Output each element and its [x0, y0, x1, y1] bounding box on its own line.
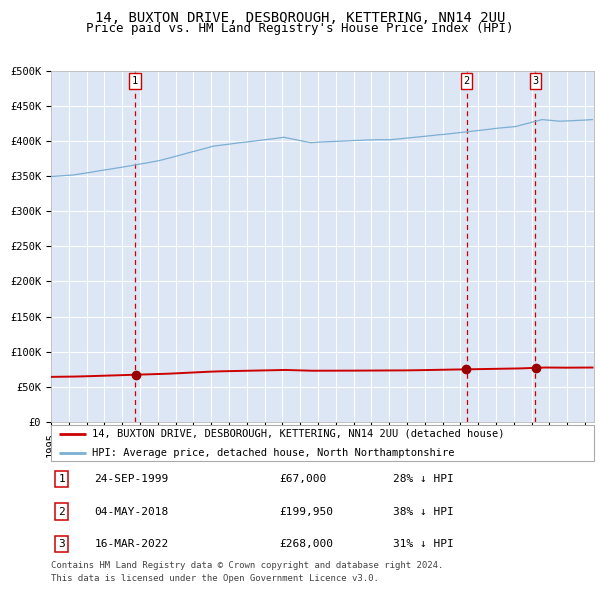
- Text: 3: 3: [58, 539, 65, 549]
- Text: Contains HM Land Registry data © Crown copyright and database right 2024.: Contains HM Land Registry data © Crown c…: [51, 561, 443, 570]
- Text: £67,000: £67,000: [279, 474, 326, 484]
- Text: 38% ↓ HPI: 38% ↓ HPI: [393, 507, 454, 516]
- Text: 31% ↓ HPI: 31% ↓ HPI: [393, 539, 454, 549]
- Text: Price paid vs. HM Land Registry's House Price Index (HPI): Price paid vs. HM Land Registry's House …: [86, 22, 514, 35]
- Text: £199,950: £199,950: [279, 507, 333, 516]
- Text: 04-MAY-2018: 04-MAY-2018: [94, 507, 169, 516]
- Text: 2: 2: [463, 76, 470, 86]
- Text: 16-MAR-2022: 16-MAR-2022: [94, 539, 169, 549]
- FancyBboxPatch shape: [51, 425, 594, 461]
- Text: 14, BUXTON DRIVE, DESBOROUGH, KETTERING, NN14 2UU (detached house): 14, BUXTON DRIVE, DESBOROUGH, KETTERING,…: [92, 429, 504, 439]
- Text: 28% ↓ HPI: 28% ↓ HPI: [393, 474, 454, 484]
- Text: 1: 1: [132, 76, 139, 86]
- Text: 14, BUXTON DRIVE, DESBOROUGH, KETTERING, NN14 2UU: 14, BUXTON DRIVE, DESBOROUGH, KETTERING,…: [95, 11, 505, 25]
- Text: £268,000: £268,000: [279, 539, 333, 549]
- Text: 2: 2: [58, 507, 65, 516]
- Text: 1: 1: [58, 474, 65, 484]
- Text: This data is licensed under the Open Government Licence v3.0.: This data is licensed under the Open Gov…: [51, 574, 379, 583]
- Text: 3: 3: [532, 76, 539, 86]
- Text: 24-SEP-1999: 24-SEP-1999: [94, 474, 169, 484]
- Text: HPI: Average price, detached house, North Northamptonshire: HPI: Average price, detached house, Nort…: [92, 448, 454, 458]
